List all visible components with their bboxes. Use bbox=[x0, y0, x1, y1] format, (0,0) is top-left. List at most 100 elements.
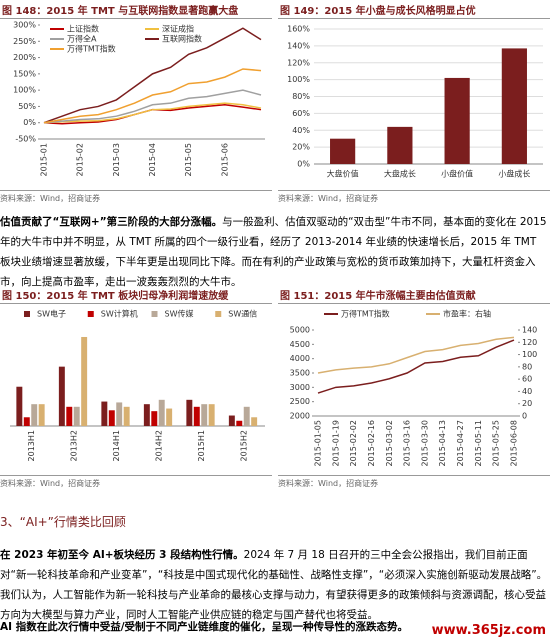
x-tick-label: 小盘价值 bbox=[441, 169, 473, 179]
figure: 图 150：2015 年 TMT 板块归母净利润增速放缓 2013H1 2013H… bbox=[0, 285, 272, 490]
bar bbox=[31, 404, 38, 426]
bar bbox=[16, 386, 23, 426]
line bbox=[43, 102, 262, 124]
y-tick-label: 200% bbox=[13, 53, 36, 62]
section-number: 3、 bbox=[0, 515, 20, 529]
x-tick-label: 2015-04-27 bbox=[456, 420, 465, 467]
x-tick-label: 2015-05-25 bbox=[492, 420, 501, 467]
x-tick-label: 2015-02-02 bbox=[349, 420, 358, 467]
y2-tick-label: 0 bbox=[522, 412, 527, 421]
y2-tick-label: 20 bbox=[522, 399, 532, 408]
legend-label: SW传媒 bbox=[165, 309, 194, 319]
y2-tick-label: 80 bbox=[522, 362, 532, 371]
chart: -50% 0% 50% 100% 150% 200% 250% 300% 2015-01 2015… bbox=[13, 21, 265, 176]
bar bbox=[387, 126, 413, 164]
figure: 图 151：2015 年牛市涨幅主要由估值贡献 2000 2500 3000 3500… bbox=[278, 285, 550, 490]
legend-swatch bbox=[151, 311, 158, 317]
y-tick-label: -50% bbox=[15, 135, 36, 144]
bar bbox=[330, 138, 356, 164]
legend-label: 深证成指 bbox=[162, 24, 194, 34]
x-tick-label: 2015-06-08 bbox=[510, 420, 519, 467]
watermark: www.365jz.com bbox=[431, 623, 546, 638]
body: 与一般盈利、估值双驱动的“双击型”牛市不同，基本面的变化在 2015 年的大牛市… bbox=[0, 216, 547, 288]
y-tick-label: 100% bbox=[13, 86, 36, 95]
y-tick-label: 5000 bbox=[290, 326, 310, 335]
x-tick-label: 2015H2 bbox=[239, 430, 248, 461]
x-tick-label: 2015-05 bbox=[184, 143, 193, 176]
y2-tick-label: 100 bbox=[522, 350, 537, 359]
bar bbox=[101, 401, 108, 426]
bar bbox=[123, 406, 130, 426]
x-tick-label: 2014H2 bbox=[154, 430, 163, 461]
x-tick-label: 2015-01-19 bbox=[331, 420, 340, 467]
y-tick-label: 80% bbox=[292, 92, 310, 101]
figure-title: 图 150：2015 年 TMT 板块归母净利润增速放缓 bbox=[0, 285, 272, 304]
chart: 2000 2500 3000 3500 4000 4500 5000 0 20 40 60 80 100… bbox=[290, 309, 538, 467]
y-tick-label: 160% bbox=[287, 25, 310, 34]
y-tick-label: 60% bbox=[292, 109, 310, 118]
x-tick-label: 2015-05-11 bbox=[474, 420, 483, 467]
x-tick-label: 2013H1 bbox=[27, 430, 36, 461]
bar bbox=[193, 406, 200, 426]
legend-label: 万得TMT指数 bbox=[67, 44, 116, 54]
y-tick-label: 3000 bbox=[290, 383, 310, 392]
x-tick-label: 2015-04 bbox=[148, 143, 157, 176]
bar bbox=[158, 399, 165, 426]
line bbox=[43, 89, 262, 124]
line bbox=[43, 27, 262, 124]
y-tick-label: 4500 bbox=[290, 340, 310, 349]
bar bbox=[73, 406, 80, 426]
bar bbox=[243, 406, 250, 426]
bar bbox=[38, 404, 45, 426]
section-title: “AI+”行情类比回顾 bbox=[19, 515, 126, 529]
y2-tick-label: 60 bbox=[522, 375, 532, 384]
body: 2024 年 7 月 18 日召开的三中全会公报指出，我们目前正面对“新一轮科技… bbox=[0, 549, 548, 621]
x-tick-label: 2015-03-02 bbox=[385, 420, 394, 467]
x-tick-label: 2015-03-16 bbox=[403, 420, 412, 467]
bar bbox=[81, 336, 88, 426]
line bbox=[317, 336, 515, 374]
legend-label: 市盈率：右轴 bbox=[443, 309, 491, 319]
y2-tick-label: 40 bbox=[522, 387, 532, 396]
bar bbox=[143, 404, 150, 426]
x-tick-label: 2015-03 bbox=[112, 143, 121, 176]
legend-swatch bbox=[215, 311, 222, 317]
section-heading: 3、“AI+”行情类比回顾 bbox=[0, 512, 550, 532]
x-tick-label: 2015-01-05 bbox=[314, 420, 323, 467]
y-tick-label: 150% bbox=[13, 69, 36, 78]
y-tick-label: 140% bbox=[287, 41, 310, 50]
y-tick-label: 2500 bbox=[290, 397, 310, 406]
figure-title: 图 151：2015 年牛市涨幅主要由估值贡献 bbox=[278, 285, 550, 304]
x-tick-label: 2014H1 bbox=[112, 430, 121, 461]
paragraph: AI 指数在此次行情中受益/受制于不同产业链维度的催化，呈现一种传导性的涨跌态势… bbox=[0, 621, 409, 633]
y-tick-label: 50% bbox=[18, 102, 36, 111]
bar bbox=[186, 399, 193, 426]
figure-title: 图 149：2015 年小盘与成长风格明显占优 bbox=[278, 0, 550, 19]
x-tick-label: 大盘成长 bbox=[384, 169, 416, 179]
y-tick-label: 100% bbox=[287, 75, 310, 84]
bar bbox=[58, 366, 65, 426]
bar bbox=[23, 417, 30, 426]
y-tick-label: 20% bbox=[292, 143, 310, 152]
x-tick-label: 2015H1 bbox=[197, 430, 206, 461]
legend-label: SW通信 bbox=[228, 309, 257, 319]
bar bbox=[501, 48, 527, 164]
bar bbox=[444, 77, 470, 164]
legend-label: SW计算机 bbox=[101, 309, 138, 319]
legend-label: 互联网指数 bbox=[162, 34, 202, 44]
x-tick-label: 2013H2 bbox=[69, 430, 78, 461]
figure-source: 资料来源：Wind，招商证券 bbox=[0, 475, 272, 489]
x-tick-label: 2015-03-30 bbox=[420, 420, 429, 467]
line bbox=[317, 339, 515, 394]
y-tick-label: 0% bbox=[297, 160, 310, 169]
figure: 图 148：2015 年 TMT 与互联网指数显著跑赢大盘 -50% 0% 50% 1… bbox=[0, 0, 272, 205]
legend-label: 上证指数 bbox=[67, 24, 99, 34]
bar bbox=[151, 411, 158, 426]
bar bbox=[236, 420, 243, 426]
figure-title: 图 148：2015 年 TMT 与互联网指数显著跑赢大盘 bbox=[0, 0, 272, 19]
x-tick-label: 小盘成长 bbox=[498, 169, 530, 179]
y-tick-label: 120% bbox=[287, 58, 310, 67]
x-tick-label: 2015-02-16 bbox=[367, 420, 376, 467]
bar bbox=[66, 406, 73, 426]
y-tick-label: 4000 bbox=[290, 354, 310, 363]
